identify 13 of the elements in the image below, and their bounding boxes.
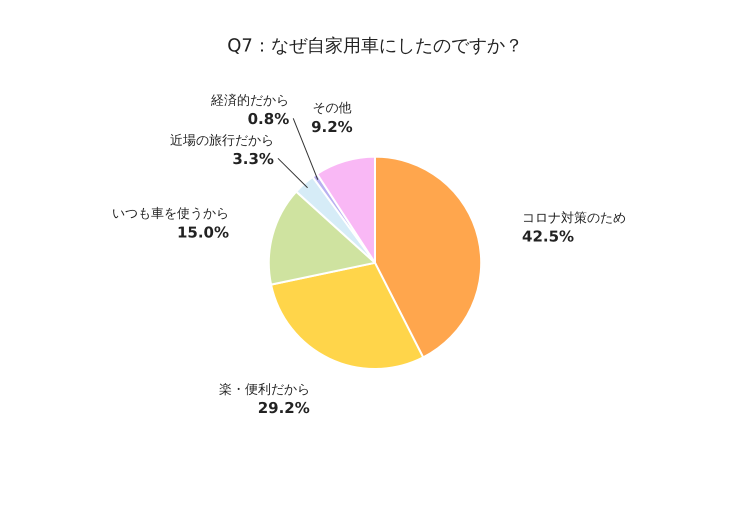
data-label: 42.5% <box>522 227 574 246</box>
slice-label: 楽・便利だから <box>218 382 310 398</box>
slice-label: 経済的だから <box>210 92 290 109</box>
chart-title: Q7：なぜ自家用車にしたのですか？ <box>227 35 523 56</box>
data-label: 0.8% <box>248 110 290 128</box>
data-label: 3.3% <box>232 150 274 168</box>
slice-label: コロナ対策のため <box>522 210 626 226</box>
slice-label: その他 <box>312 101 352 116</box>
data-label: 15.0% <box>176 223 230 242</box>
data-label: 29.2% <box>258 399 310 418</box>
data-label: 9.2% <box>311 118 353 136</box>
slice-label: いつも車を使うから <box>112 206 230 222</box>
slice-label: 近場の旅行だから <box>170 134 274 149</box>
